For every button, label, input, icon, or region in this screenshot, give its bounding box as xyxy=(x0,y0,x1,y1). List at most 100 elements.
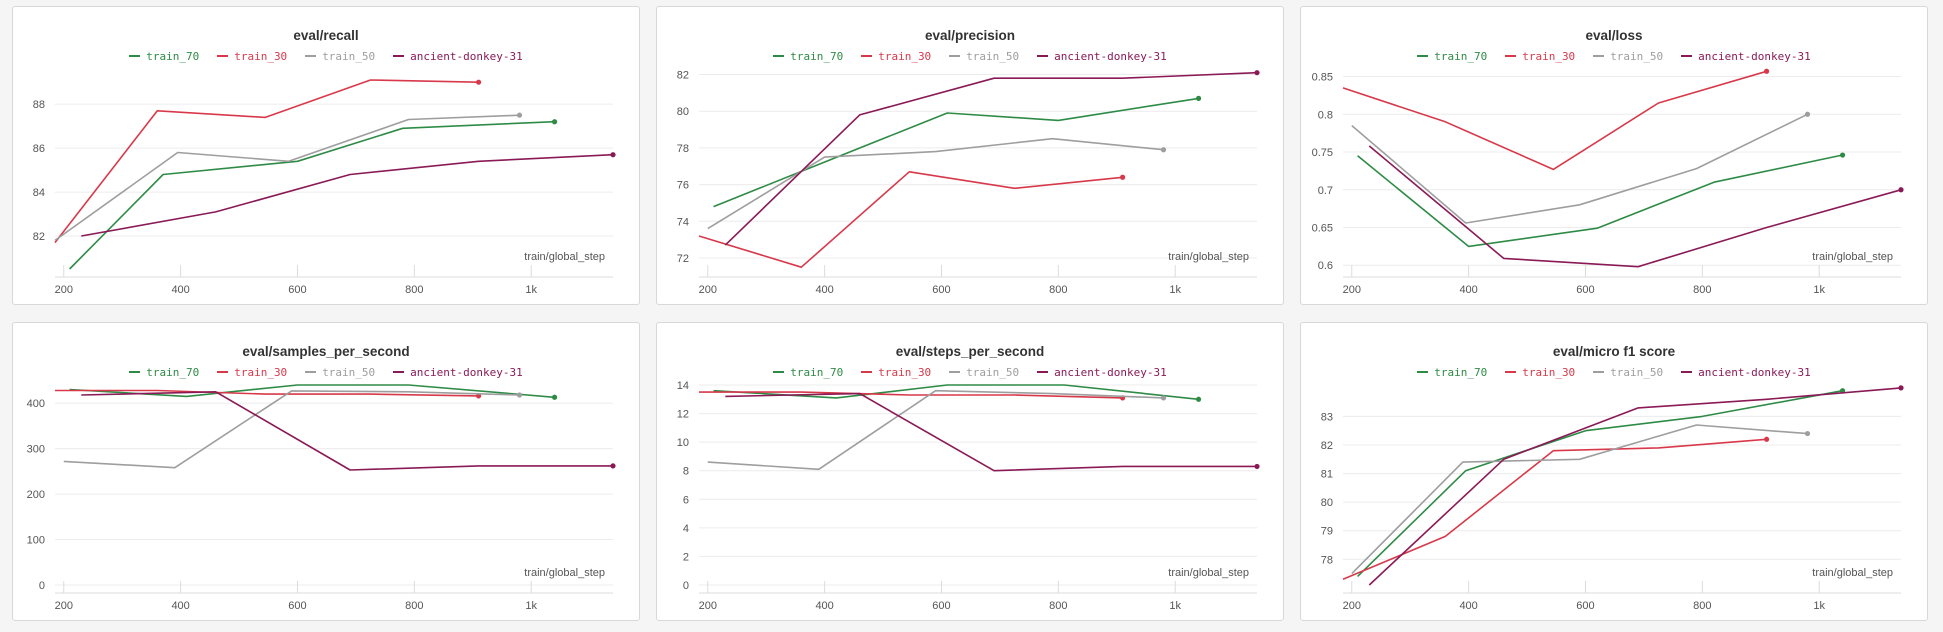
chart-svg: 0 100 200 300 400 200 400 600 800 1k xyxy=(27,384,616,612)
series-line-train_70[interactable] xyxy=(69,120,555,270)
legend-item[interactable]: train_50 xyxy=(949,366,1019,379)
x-tick-label: 200 xyxy=(1343,600,1361,612)
y-tick-label: 10 xyxy=(677,437,689,449)
y-tick-label: 83 xyxy=(1321,411,1333,423)
series-line-train_30[interactable] xyxy=(55,389,479,397)
series-line-train_30[interactable] xyxy=(698,171,1123,269)
legend-item[interactable]: train_50 xyxy=(949,50,1019,63)
legend-swatch xyxy=(1037,371,1049,373)
series-line-train_50[interactable] xyxy=(707,389,1164,471)
x-axis-label: train/global_step xyxy=(524,567,605,579)
x-tick-label: 400 xyxy=(171,284,189,296)
legend-swatch xyxy=(861,55,873,57)
y-tick-label: 0.6 xyxy=(1318,260,1333,272)
legend-swatch xyxy=(1505,55,1517,57)
legend-item[interactable]: train_70 xyxy=(773,366,843,379)
series-line-ancient-donkey-31[interactable] xyxy=(724,71,1258,246)
series-line-train_30[interactable] xyxy=(54,79,479,244)
series-end-point-train_70[interactable] xyxy=(1839,152,1846,158)
x-axis-label: train/global_step xyxy=(1812,251,1893,263)
series-line-train_30[interactable] xyxy=(1342,438,1767,581)
series-line-ancient-donkey-31[interactable] xyxy=(81,153,614,237)
legend-item[interactable]: train_50 xyxy=(1593,50,1663,63)
legend-item[interactable]: train_70 xyxy=(129,366,199,379)
series-line-train_50[interactable] xyxy=(63,390,520,469)
legend-item[interactable]: ancient-donkey-31 xyxy=(1037,50,1167,63)
legend-label: train_50 xyxy=(966,50,1020,63)
series-end-point-train_30[interactable] xyxy=(476,79,482,85)
legend-item[interactable]: train_70 xyxy=(773,50,843,63)
series-line-train_30[interactable] xyxy=(1342,70,1767,171)
series-line-train_30[interactable] xyxy=(699,391,1123,399)
y-tick-label: 6 xyxy=(683,494,689,506)
legend-item[interactable]: train_30 xyxy=(217,50,287,63)
series-line-ancient-donkey-31[interactable] xyxy=(725,392,1257,472)
series-line-train_50[interactable] xyxy=(1351,424,1808,575)
series-end-point-train_70[interactable] xyxy=(551,119,558,125)
series-end-point-train_50[interactable] xyxy=(1804,111,1811,117)
legend-item[interactable]: train_70 xyxy=(129,50,199,63)
series-end-point-ancient-donkey-31[interactable] xyxy=(1254,70,1260,76)
chart-legend: train_70 train_30 train_50 ancient-donkey-3… xyxy=(13,50,639,63)
series-line-ancient-donkey-31[interactable] xyxy=(1368,145,1902,268)
legend-item[interactable]: ancient-donkey-31 xyxy=(393,366,523,379)
legend-item[interactable]: train_30 xyxy=(861,50,931,63)
x-tick-label: 600 xyxy=(1576,284,1594,296)
legend-item[interactable]: train_70 xyxy=(1417,366,1487,379)
legend-item[interactable]: train_50 xyxy=(1593,366,1663,379)
series-end-point-ancient-donkey-31[interactable] xyxy=(1254,463,1260,470)
legend-item[interactable]: train_70 xyxy=(1417,50,1487,63)
series-line-ancient-donkey-31[interactable] xyxy=(1368,387,1902,586)
series-end-point-ancient-donkey-31[interactable] xyxy=(610,152,616,158)
series-end-point-train_30[interactable] xyxy=(1764,436,1770,442)
x-tick-label: 200 xyxy=(699,600,717,612)
series-end-point-ancient-donkey-31[interactable] xyxy=(1898,187,1904,193)
legend-item[interactable]: ancient-donkey-31 xyxy=(1681,50,1811,63)
legend-item[interactable]: train_30 xyxy=(1505,366,1575,379)
series-end-point-train_30[interactable] xyxy=(1120,174,1126,180)
legend-item[interactable]: ancient-donkey-31 xyxy=(393,50,523,63)
series-line-ancient-donkey-31[interactable] xyxy=(81,391,613,471)
series-end-point-train_50[interactable] xyxy=(1160,395,1167,401)
legend-label: train_30 xyxy=(1522,366,1576,379)
series-end-point-ancient-donkey-31[interactable] xyxy=(610,463,616,469)
legend-label: train_70 xyxy=(1434,50,1488,63)
series-end-point-train_50[interactable] xyxy=(1804,430,1811,437)
y-tick-label: 300 xyxy=(27,444,45,456)
series-end-point-train_50[interactable] xyxy=(516,112,523,118)
y-tick-label: 0.65 xyxy=(1312,222,1333,234)
legend-item[interactable]: train_50 xyxy=(305,366,375,379)
chart-panel: eval/micro f1 score train_70 train_30 train… xyxy=(1300,322,1928,621)
chart-svg: 82 84 86 88 200 400 600 800 1k xyxy=(33,79,616,296)
x-tick-label: 600 xyxy=(932,600,950,612)
series-line-train_50[interactable] xyxy=(1351,113,1808,224)
series-end-point-train_70[interactable] xyxy=(1195,95,1202,101)
x-tick-label: 1k xyxy=(1169,284,1181,296)
series-end-point-train_50[interactable] xyxy=(1160,147,1167,153)
legend-item[interactable]: train_30 xyxy=(861,366,931,379)
series-line-train_70[interactable] xyxy=(713,97,1199,208)
legend-item[interactable]: ancient-donkey-31 xyxy=(1037,366,1167,379)
series-line-train_50[interactable] xyxy=(54,114,520,242)
series-end-point-train_30[interactable] xyxy=(1764,68,1770,74)
legend-item[interactable]: train_50 xyxy=(305,50,375,63)
legend-swatch xyxy=(393,55,405,57)
x-tick-label: 800 xyxy=(1049,600,1067,612)
series-line-train_70[interactable] xyxy=(1357,154,1843,248)
y-tick-label: 78 xyxy=(677,143,689,155)
series-line-train_70[interactable] xyxy=(1357,389,1843,577)
legend-item[interactable]: train_30 xyxy=(1505,50,1575,63)
series-end-point-train_70[interactable] xyxy=(551,394,558,400)
legend-swatch xyxy=(129,55,141,57)
series-end-point-train_70[interactable] xyxy=(1195,396,1202,402)
series-line-train_50[interactable] xyxy=(707,137,1164,230)
legend-item[interactable]: ancient-donkey-31 xyxy=(1681,366,1811,379)
legend-swatch xyxy=(1417,55,1429,57)
legend-swatch xyxy=(393,371,405,373)
chart-svg: 0 2 4 6 8 10 12 14 200 400 600 800 1k xyxy=(677,380,1260,612)
chart-legend: train_70 train_30 train_50 ancient-donkey-3… xyxy=(13,366,639,379)
series-end-point-train_50[interactable] xyxy=(516,392,523,398)
series-end-point-ancient-donkey-31[interactable] xyxy=(1898,385,1904,391)
legend-swatch xyxy=(773,371,785,373)
legend-item[interactable]: train_30 xyxy=(217,366,287,379)
